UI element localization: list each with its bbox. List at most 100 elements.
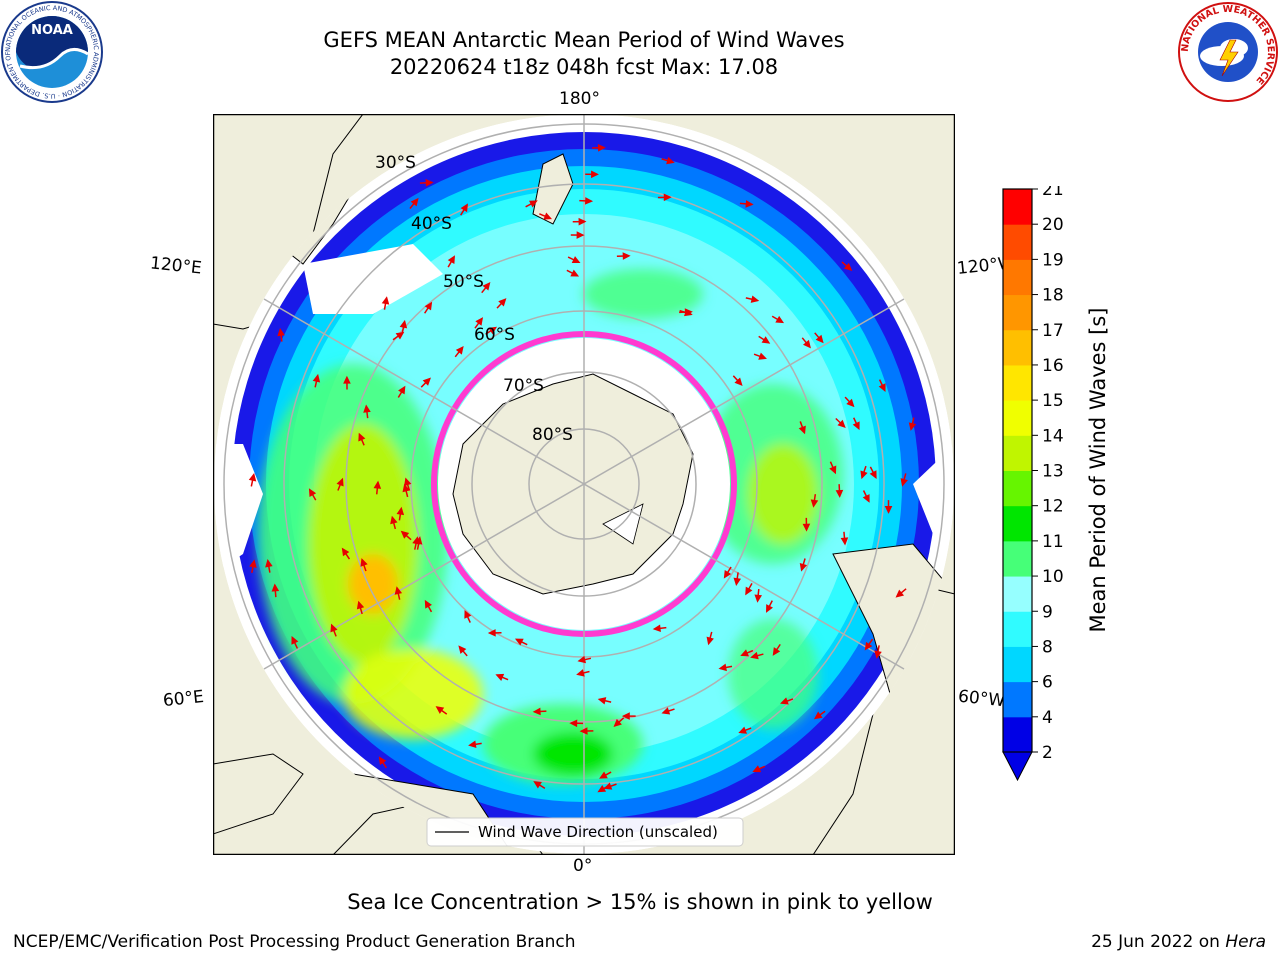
wind-wave-arrow-head — [613, 718, 622, 727]
wind-wave-arrow-head — [460, 203, 468, 213]
wind-wave-arrow-head — [740, 649, 750, 657]
wind-wave-arrow-head — [815, 334, 824, 344]
wind-wave-arrow-head — [813, 711, 823, 720]
wind-wave-arrow-head — [576, 231, 585, 239]
wind-wave-arrow-head — [533, 781, 542, 789]
wind-wave-arrow-head — [799, 563, 808, 572]
footer-branch: NCEP/EMC/Verification Post Processing Pr… — [13, 932, 576, 952]
colorbar-tick-label: 15 — [1042, 391, 1064, 411]
wind-wave-arrow-head — [900, 478, 908, 487]
lon-label-180: 180° — [559, 89, 600, 109]
colorbar-tick-label: 12 — [1042, 497, 1064, 517]
wind-wave-arrow-head — [750, 651, 759, 660]
map-frame — [213, 114, 955, 855]
wind-wave-arrow-head — [591, 170, 599, 179]
colorbar-tick-label: 9 — [1042, 602, 1053, 622]
wind-wave-arrow-head — [803, 339, 811, 349]
wind-wave-arrow-head — [576, 669, 585, 677]
colorbar-cell — [1003, 364, 1032, 401]
wind-wave-arrow-head — [468, 740, 477, 749]
wind-wave-arrow-head — [532, 707, 541, 716]
wind-wave-arrow-head — [410, 197, 419, 207]
wind-wave-arrow-head — [543, 212, 553, 220]
wind-wave-arrow-head — [846, 398, 855, 408]
colorbar-cell — [1003, 400, 1032, 436]
wind-wave-arrow-head — [330, 623, 338, 633]
colorbar-extend-arrow — [1002, 751, 1033, 782]
wind-wave-arrow-head — [758, 352, 767, 360]
wind-wave-arrows — [248, 144, 917, 793]
wind-wave-arrow-head — [498, 298, 507, 307]
wind-wave-arrow-head — [584, 197, 594, 205]
colorbar-label: Mean Period of Wind Waves [s] — [1086, 307, 1110, 633]
wind-wave-arrow-head — [400, 530, 410, 539]
wind-wave-arrow-head — [422, 377, 431, 386]
wind-wave-arrow-head — [908, 422, 917, 431]
colorbar-cell — [1003, 224, 1032, 260]
colorbar-cell — [1003, 259, 1032, 296]
wind-wave-arrow-head — [570, 269, 580, 277]
lat-label-80s: 80°S — [532, 425, 573, 445]
wind-wave-arrow-head — [750, 295, 760, 303]
wind-wave-arrow-head — [571, 256, 581, 264]
wind-wave-arrow-head — [810, 499, 819, 508]
footer-machine: Hera — [1225, 932, 1266, 952]
wind-wave-arrow-head — [661, 707, 671, 715]
wind-wave-arrow-head — [775, 315, 785, 324]
wind-wave-arrow-head — [343, 375, 351, 384]
colorbar-cell — [1003, 576, 1032, 612]
colorbar-tick-label: 19 — [1042, 250, 1064, 270]
wind-wave-arrow-head — [488, 326, 498, 335]
figure-subtitle: 20220624 t18z 048h fcst Max: 17.08 — [389, 55, 779, 79]
wind-wave-arrow-head — [447, 255, 455, 264]
wind-wave-arrow-head — [666, 156, 675, 165]
wind-wave-arrow-head — [425, 178, 434, 187]
wind-wave-arrow-head — [745, 200, 754, 208]
footer-date-text: 25 Jun 2022 on — [1091, 932, 1226, 952]
wind-wave-arrow-head — [878, 383, 886, 393]
wind-wave-arrow-head — [390, 515, 398, 525]
wind-wave-arrow-head — [766, 604, 773, 613]
wind-wave-arrow-head — [843, 262, 853, 271]
wind-wave-arrow-head — [829, 465, 837, 475]
wind-wave-arrow-head — [248, 472, 257, 482]
wind-wave-arrow-head — [860, 470, 868, 480]
wind-wave-arrow-head — [363, 404, 371, 413]
wind-wave-arrow-head — [577, 655, 586, 664]
wind-wave-arrow-head — [706, 636, 714, 646]
ocean-field — [214, 114, 954, 854]
wind-wave-arrow-head — [398, 385, 406, 395]
colorbar-cell — [1003, 329, 1032, 366]
wind-wave-arrow-head — [482, 282, 491, 291]
wind-wave-arrow-head — [684, 308, 693, 317]
wind-wave-arrow-head — [869, 470, 877, 480]
lon-label-0: 0° — [573, 856, 593, 876]
wind-wave-arrow-head — [424, 301, 433, 311]
wind-wave-arrow-head — [723, 569, 732, 579]
wind-wave-arrow-head — [514, 638, 524, 646]
wind-wave-arrow-head — [837, 419, 846, 428]
wind-wave-arrow-head — [579, 727, 588, 735]
land-new-zealand — [532, 153, 574, 225]
wind-wave-arrow-head — [754, 594, 762, 603]
wind-wave-arrow-head — [840, 537, 849, 546]
colorbar-tick-label: 13 — [1042, 462, 1064, 482]
colorbar-tick-label: 6 — [1042, 673, 1053, 693]
wind-wave-arrow-head — [435, 706, 445, 714]
wind-wave-arrow-head — [378, 756, 387, 766]
legend-label: Wind Wave Direction (unscaled) — [478, 823, 718, 841]
wind-wave-arrow-head — [862, 494, 870, 503]
lat-label-70s: 70°S — [503, 376, 544, 396]
wind-wave-arrow-head — [597, 144, 606, 152]
wind-wave-arrow-head — [395, 331, 405, 340]
sea-ice-note: Sea Ice Concentration > 15% is shown in … — [347, 890, 933, 914]
svg-text:NOAA: NOAA — [31, 23, 73, 38]
wind-wave-arrow-head — [745, 586, 753, 596]
wind-wave-arrow-head — [495, 673, 505, 681]
wind-wave-arrow-head — [529, 200, 538, 208]
colorbar-tick-label: 2 — [1042, 743, 1053, 763]
lat-label-50s: 50°S — [443, 272, 484, 292]
wind-wave-arrow-head — [772, 647, 781, 656]
wind-wave-arrow-head — [569, 719, 578, 728]
land-madagascar — [213, 753, 304, 835]
